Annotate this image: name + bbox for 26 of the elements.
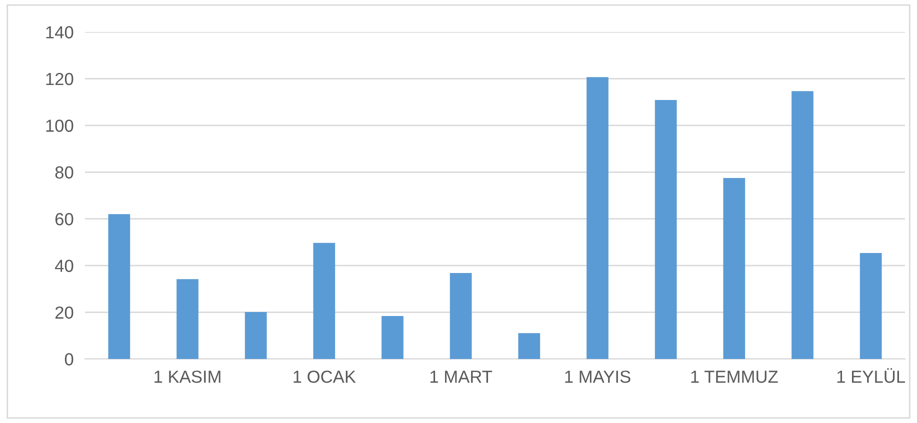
- bar: [792, 91, 814, 359]
- bar: [654, 100, 677, 359]
- y-tick-label: 60: [55, 213, 74, 226]
- bar: [244, 312, 267, 359]
- y-tick-label: 40: [54, 260, 74, 272]
- x-tick-label: 1 MAYIS: [565, 370, 630, 383]
- bar: [313, 242, 336, 359]
- y-tick-label: 80: [55, 166, 74, 179]
- y-tick-label: 0: [64, 353, 74, 366]
- y-tick-label: 140: [46, 26, 74, 38]
- bar: [860, 252, 882, 359]
- bar: [382, 316, 404, 359]
- bar: [108, 214, 130, 359]
- y-tick-label: 100: [46, 120, 74, 132]
- y-tick-label: 120: [46, 72, 74, 86]
- x-tick-label: 1 EYLÜL: [837, 368, 905, 383]
- bar: [450, 273, 472, 359]
- x-tick-label: 1 MART: [430, 370, 492, 383]
- x-tick-label: 1 TEMMUZ: [691, 370, 778, 383]
- y-tick-label: 20: [55, 306, 74, 319]
- x-tick-label: 1 KASIM: [154, 370, 220, 383]
- x-tick-label: 1 OCAK: [294, 370, 356, 383]
- bar: [723, 178, 746, 359]
- bar: [176, 279, 198, 359]
- bar: [518, 333, 540, 359]
- bar: [586, 77, 608, 359]
